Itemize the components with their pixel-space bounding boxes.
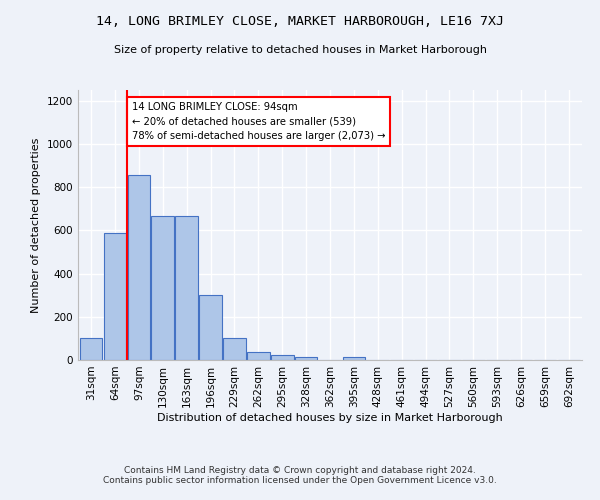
Bar xyxy=(175,216,198,360)
Text: Size of property relative to detached houses in Market Harborough: Size of property relative to detached ho… xyxy=(113,45,487,55)
Text: Contains HM Land Registry data © Crown copyright and database right 2024.
Contai: Contains HM Land Registry data © Crown c… xyxy=(103,466,497,485)
Bar xyxy=(295,357,317,360)
Bar xyxy=(223,338,246,360)
X-axis label: Distribution of detached houses by size in Market Harborough: Distribution of detached houses by size … xyxy=(157,412,503,422)
Bar xyxy=(80,338,103,360)
Text: 14 LONG BRIMLEY CLOSE: 94sqm
← 20% of detached houses are smaller (539)
78% of s: 14 LONG BRIMLEY CLOSE: 94sqm ← 20% of de… xyxy=(132,102,385,142)
Bar xyxy=(247,352,269,360)
Bar xyxy=(151,216,174,360)
Bar xyxy=(343,357,365,360)
Bar xyxy=(271,354,293,360)
Text: 14, LONG BRIMLEY CLOSE, MARKET HARBOROUGH, LE16 7XJ: 14, LONG BRIMLEY CLOSE, MARKET HARBOROUG… xyxy=(96,15,504,28)
Bar xyxy=(128,176,150,360)
Y-axis label: Number of detached properties: Number of detached properties xyxy=(31,138,41,312)
Bar xyxy=(199,295,222,360)
Bar xyxy=(104,232,127,360)
